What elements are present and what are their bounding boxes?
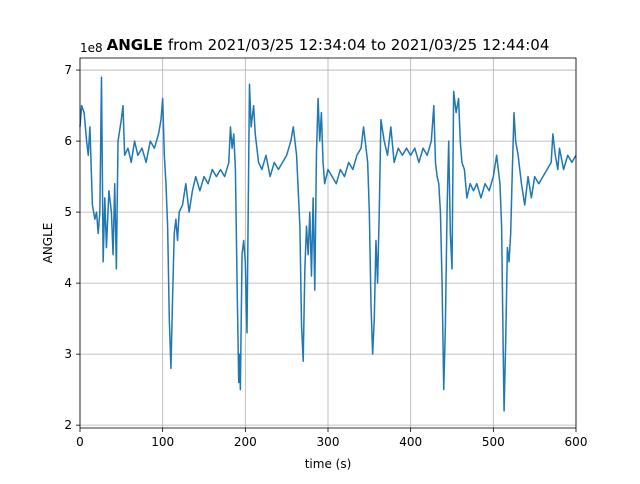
y-axis-label: ANGLE [41, 223, 55, 264]
y-tick-label: 3 [64, 347, 72, 361]
y-tick-label: 2 [64, 418, 72, 432]
y-tick-label: 6 [64, 134, 72, 148]
y-tick-label: 5 [64, 205, 72, 219]
y-offset-label: 1e8 [80, 41, 103, 55]
axes-frame [79, 57, 577, 429]
title-name: ANGLE [107, 36, 163, 54]
x-tick-label: 0 [76, 435, 84, 449]
x-tick-label: 300 [317, 435, 340, 449]
title-range: from 2021/03/25 12:34:04 to 2021/03/25 1… [168, 36, 549, 54]
x-tick-label: 400 [399, 435, 422, 449]
x-tick-label: 600 [565, 435, 588, 449]
y-tick-label: 7 [64, 63, 72, 77]
x-axis-label: time (s) [305, 457, 352, 471]
y-tick-label: 4 [64, 276, 72, 290]
x-tick-label: 100 [151, 435, 174, 449]
x-tick-label: 200 [234, 435, 257, 449]
chart-title: ANGLE from 2021/03/25 12:34:04 to 2021/03… [107, 36, 550, 54]
x-tick-label: 500 [482, 435, 505, 449]
data-line [79, 76, 577, 412]
